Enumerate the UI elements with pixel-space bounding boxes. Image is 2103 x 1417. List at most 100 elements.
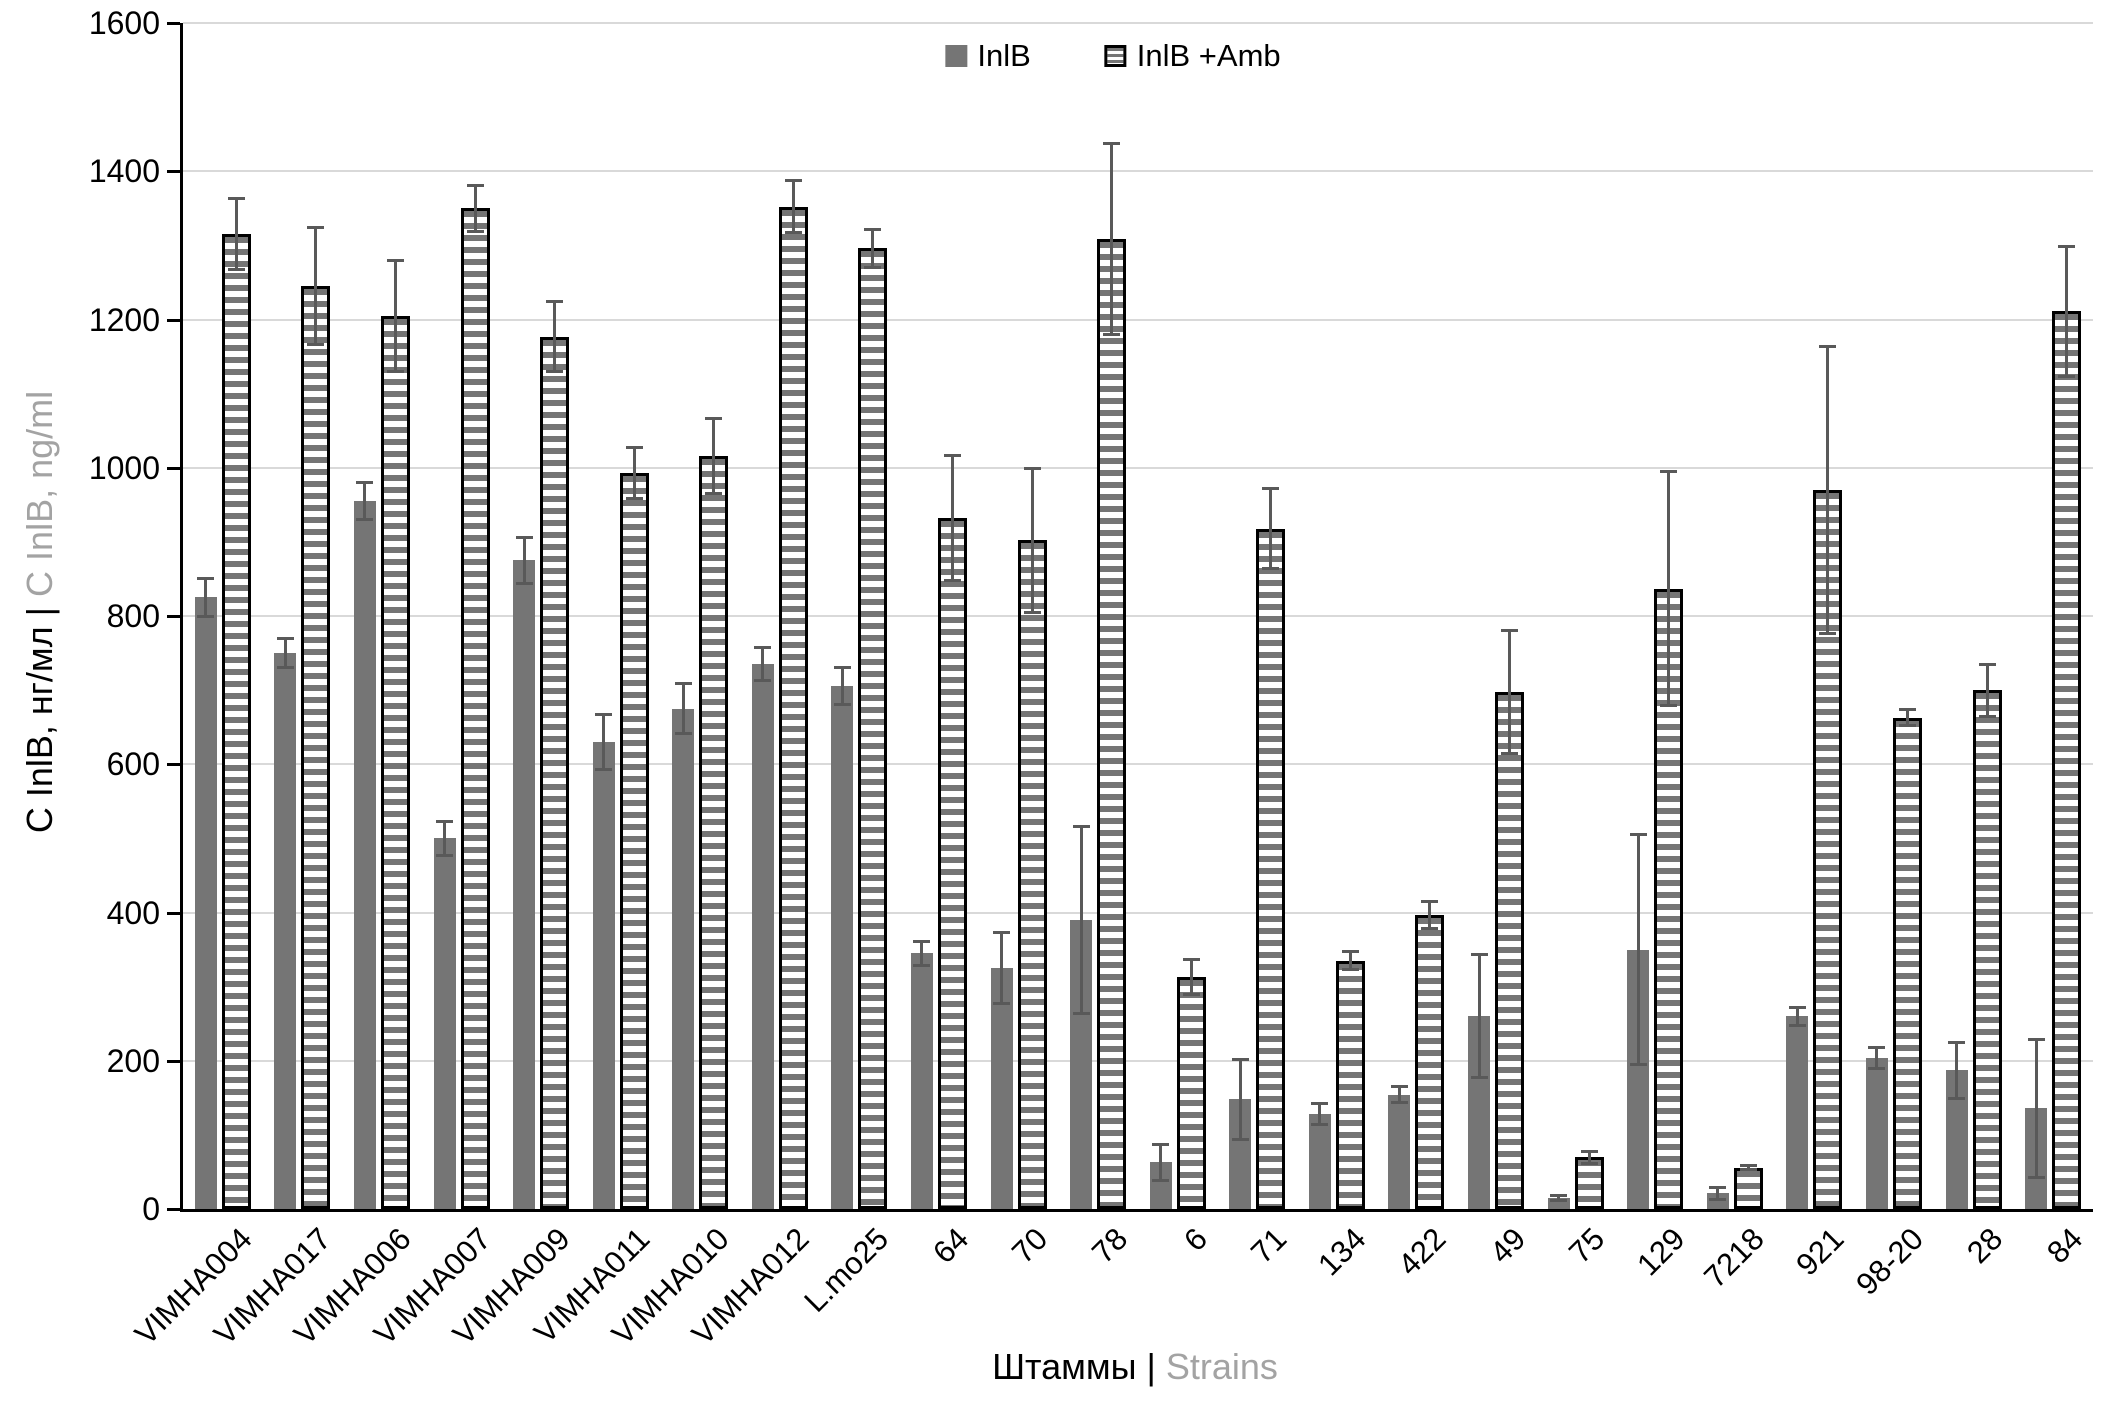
bar-inlb-amb-VIMHA010 bbox=[699, 455, 729, 1209]
y-tickmark-400 bbox=[167, 911, 180, 915]
x-ticklabel-7218: 7218 bbox=[1697, 1221, 1771, 1295]
bar-inlb-VIMHA017 bbox=[274, 653, 297, 1209]
legend: InlB InlB +Amb bbox=[945, 38, 1281, 74]
gridline-800 bbox=[183, 615, 2093, 617]
bar-group-VIMHA006 bbox=[342, 23, 422, 1209]
error-bar bbox=[307, 226, 325, 347]
gridline-400 bbox=[183, 911, 2093, 914]
bar-inlb-amb-L.mo25 bbox=[858, 248, 888, 1209]
bar-group-921 bbox=[1775, 23, 1855, 1209]
error-bar bbox=[1470, 953, 1488, 1080]
y-axis-title-en: C InlB, ng/ml bbox=[19, 390, 60, 597]
bar-inlb-amb-VIMHA006 bbox=[380, 315, 410, 1209]
bar-inlb-VIMHA007 bbox=[433, 838, 456, 1209]
gridline-1200 bbox=[183, 318, 2093, 321]
error-bar bbox=[864, 227, 882, 270]
error-bar bbox=[1550, 1194, 1568, 1202]
error-bar bbox=[276, 636, 294, 670]
legend-label-inlb: InlB bbox=[977, 38, 1031, 73]
bar-group-70 bbox=[979, 23, 1059, 1209]
error-bar bbox=[1868, 1045, 1886, 1070]
x-ticklabel-134: 134 bbox=[1311, 1221, 1373, 1283]
error-bar bbox=[674, 681, 692, 736]
error-bar bbox=[1898, 707, 1916, 728]
legend-item-inlb: InlB bbox=[945, 38, 1031, 74]
bar-inlb-98-20 bbox=[1865, 1057, 1888, 1209]
bar-inlb-amb-71 bbox=[1256, 528, 1286, 1209]
error-bar bbox=[1023, 467, 1041, 614]
y-tickmark-600 bbox=[167, 763, 180, 767]
bar-group-28 bbox=[1934, 23, 2014, 1209]
bar-inlb-422 bbox=[1388, 1094, 1411, 1209]
bar-group-VIMHA011 bbox=[581, 23, 661, 1209]
error-bar bbox=[2058, 244, 2076, 379]
error-bar bbox=[197, 576, 215, 619]
bar-inlb-70 bbox=[990, 968, 1013, 1209]
bar-group-98-20 bbox=[1854, 23, 1934, 1209]
error-bar bbox=[1421, 899, 1439, 930]
x-ticklabel-98-20: 98-20 bbox=[1848, 1221, 1930, 1302]
bar-inlb-amb-70 bbox=[1017, 540, 1047, 1209]
x-ticklabel-75: 75 bbox=[1562, 1221, 1612, 1271]
bar-inlb-VIMHA006 bbox=[353, 501, 376, 1209]
bar-inlb-amb-7218 bbox=[1733, 1167, 1763, 1209]
bar-inlb-amb-49 bbox=[1495, 691, 1525, 1209]
bar-group-49 bbox=[1456, 23, 1536, 1209]
error-bar bbox=[833, 666, 851, 707]
x-ticklabel-78: 78 bbox=[1084, 1221, 1134, 1271]
y-ticklabel-1600: 1600 bbox=[88, 5, 160, 41]
error-bar bbox=[227, 197, 245, 272]
y-ticklabel-800: 800 bbox=[106, 598, 160, 634]
y-ticklabel-400: 400 bbox=[106, 894, 160, 931]
gridline-200 bbox=[183, 1059, 2093, 1062]
y-ticklabel-1000: 1000 bbox=[88, 449, 160, 486]
error-bar bbox=[1629, 833, 1647, 1066]
bar-group-71 bbox=[1218, 23, 1298, 1209]
bar-inlb-amb-75 bbox=[1574, 1157, 1604, 1209]
bar-group-VIMHA004 bbox=[183, 23, 263, 1209]
error-bar bbox=[436, 819, 454, 857]
error-bar bbox=[595, 713, 613, 771]
error-bar bbox=[625, 445, 643, 501]
error-bar bbox=[1580, 1149, 1598, 1165]
error-bar bbox=[913, 939, 931, 967]
bar-group-VIMHA009 bbox=[501, 23, 581, 1209]
bar-inlb-amb-6 bbox=[1176, 977, 1206, 1209]
x-ticklabel-L.mo25: L.mo25 bbox=[797, 1221, 896, 1319]
error-bar bbox=[1660, 470, 1678, 708]
bar-inlb-amb-98-20 bbox=[1892, 717, 1922, 1209]
bar-inlb-921 bbox=[1786, 1016, 1809, 1209]
bar-inlb-amb-422 bbox=[1415, 914, 1445, 1209]
x-axis-title-ru: Штаммы | bbox=[992, 1346, 1156, 1387]
bar-inlb-amb-134 bbox=[1335, 960, 1365, 1209]
y-tickmark-200 bbox=[167, 1059, 180, 1063]
bar-inlb-134 bbox=[1308, 1114, 1331, 1209]
y-tickmark-1600 bbox=[167, 22, 180, 25]
legend-swatch-hatched bbox=[1104, 45, 1127, 67]
bar-inlb-amb-64 bbox=[937, 518, 967, 1209]
error-bar bbox=[1819, 344, 1837, 636]
error-bar bbox=[993, 931, 1011, 1006]
error-bar bbox=[1978, 662, 1996, 718]
bar-inlb-amb-VIMHA011 bbox=[619, 472, 649, 1209]
y-ticklabel-0: 0 bbox=[142, 1191, 160, 1227]
bar-inlb-amb-84 bbox=[2052, 311, 2082, 1209]
error-bar bbox=[2027, 1037, 2045, 1179]
error-bar bbox=[546, 300, 564, 373]
y-ticklabel-600: 600 bbox=[106, 746, 160, 783]
plot-area bbox=[180, 22, 2093, 1212]
error-bar bbox=[1739, 1163, 1757, 1172]
y-tickmark-800 bbox=[167, 615, 180, 618]
x-ticklabel-84: 84 bbox=[2039, 1221, 2089, 1271]
error-bar bbox=[1152, 1143, 1170, 1182]
x-ticklabel-129: 129 bbox=[1629, 1221, 1692, 1283]
gridline-600 bbox=[183, 763, 2093, 766]
bar-group-134 bbox=[1297, 23, 1377, 1209]
bar-inlb-L.mo25 bbox=[831, 686, 854, 1209]
x-axis-title-en: Strains bbox=[1165, 1346, 1278, 1387]
bar-group-422 bbox=[1377, 23, 1457, 1209]
x-ticklabel-6: 6 bbox=[1176, 1221, 1214, 1258]
y-tickmark-1000 bbox=[167, 466, 180, 470]
error-bar bbox=[1072, 825, 1090, 1015]
